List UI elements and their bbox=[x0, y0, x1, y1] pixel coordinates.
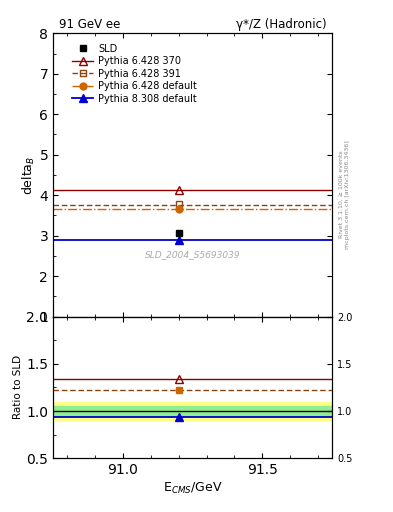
Y-axis label: delta$_B$: delta$_B$ bbox=[20, 155, 37, 195]
Text: 91 GeV ee: 91 GeV ee bbox=[59, 18, 120, 31]
X-axis label: E$_{CMS}$/GeV: E$_{CMS}$/GeV bbox=[163, 481, 222, 496]
Y-axis label: Ratio to SLD: Ratio to SLD bbox=[13, 355, 24, 419]
Text: Rivet 3.1.10, ≥ 100k events: Rivet 3.1.10, ≥ 100k events bbox=[339, 151, 344, 239]
Text: γ*/Z (Hadronic): γ*/Z (Hadronic) bbox=[236, 18, 327, 31]
Bar bbox=[53, 402, 332, 420]
Legend: SLD, Pythia 6.428 370, Pythia 6.428 391, Pythia 6.428 default, Pythia 8.308 defa: SLD, Pythia 6.428 370, Pythia 6.428 391,… bbox=[69, 41, 200, 106]
Bar bbox=[53, 407, 332, 416]
Text: SLD_2004_S5693039: SLD_2004_S5693039 bbox=[145, 250, 241, 259]
Text: mcplots.cern.ch [arXiv:1306.3436]: mcplots.cern.ch [arXiv:1306.3436] bbox=[345, 140, 350, 249]
